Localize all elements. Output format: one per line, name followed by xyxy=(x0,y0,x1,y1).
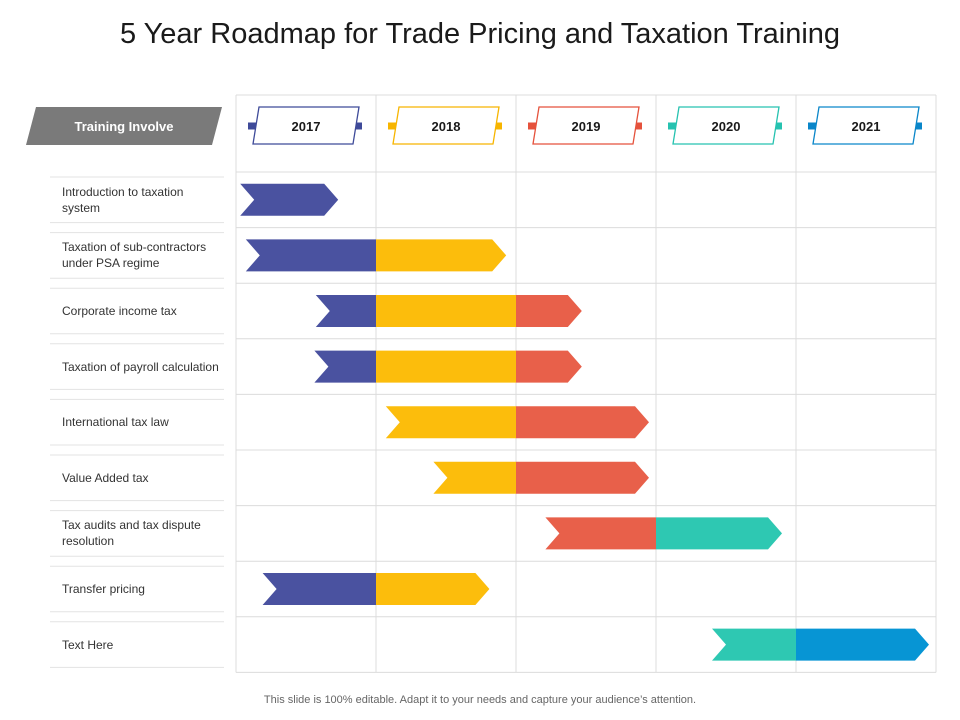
year-connector-right xyxy=(634,122,642,130)
year-label: 2021 xyxy=(852,119,881,134)
timeline-bar-segment xyxy=(376,573,490,605)
year-box xyxy=(812,106,920,145)
year-connector-left xyxy=(388,122,396,130)
year-connector-left xyxy=(528,122,536,130)
year-label: 2020 xyxy=(712,119,741,134)
timeline-bar-segment xyxy=(796,628,929,661)
timeline-bar-segment xyxy=(712,628,796,661)
year-label: 2018 xyxy=(432,119,461,134)
task-label: Introduction to taxation system xyxy=(62,184,184,215)
year-box xyxy=(532,106,640,145)
timeline-bar-segment xyxy=(385,406,516,439)
year-connector-left xyxy=(808,122,816,130)
task-label: Taxation of sub-contractors under PSA re… xyxy=(62,240,207,271)
year-label: 2019 xyxy=(572,119,601,134)
year-box xyxy=(672,106,780,145)
timeline-bar-segment xyxy=(516,350,582,383)
timeline-bar-segment xyxy=(315,295,376,327)
year-connector-right xyxy=(354,122,362,130)
task-label: Taxation of payroll calculation xyxy=(62,359,219,374)
year-box xyxy=(252,106,360,145)
year-connector-right xyxy=(494,122,502,130)
task-label: Corporate income tax xyxy=(62,303,177,318)
year-box xyxy=(392,106,500,145)
timeline-bar-segment xyxy=(314,350,376,383)
year-connector-right xyxy=(914,122,922,130)
year-connector-left xyxy=(668,122,676,130)
year-connector-left xyxy=(248,122,256,130)
footer-note: This slide is 100% editable. Adapt it to… xyxy=(263,694,697,706)
task-label: Value Added tax xyxy=(62,470,149,485)
header-label: Training Involve xyxy=(74,118,174,134)
task-label: Text Here xyxy=(62,637,114,652)
training-header: Training Involve xyxy=(26,107,222,145)
year-label: 2017 xyxy=(292,119,321,134)
timeline-bar-segment xyxy=(516,406,649,439)
timeline-bar-segment xyxy=(516,295,582,327)
timeline-bar-segment xyxy=(433,461,516,494)
task-label: Transfer pricing xyxy=(62,581,145,596)
timeline-bar-segment xyxy=(516,461,649,494)
timeline-bar-segment xyxy=(376,350,516,383)
header-banner-shape xyxy=(26,107,222,145)
timeline-bar-segment xyxy=(545,517,656,550)
timeline-bar-segment xyxy=(262,573,376,605)
timeline-bar-segment xyxy=(376,295,516,327)
task-label: Tax audits and tax dispute resolution xyxy=(62,518,201,549)
year-connector-right xyxy=(774,122,782,130)
timeline-bar-segment xyxy=(240,183,339,216)
page-title: 5 Year Roadmap for Trade Pricing and Tax… xyxy=(119,18,841,50)
task-label: International tax law xyxy=(62,415,169,430)
timeline-bar-segment xyxy=(245,239,376,272)
timeline-bar-segment xyxy=(376,239,507,272)
timeline-bar-segment xyxy=(656,517,782,550)
